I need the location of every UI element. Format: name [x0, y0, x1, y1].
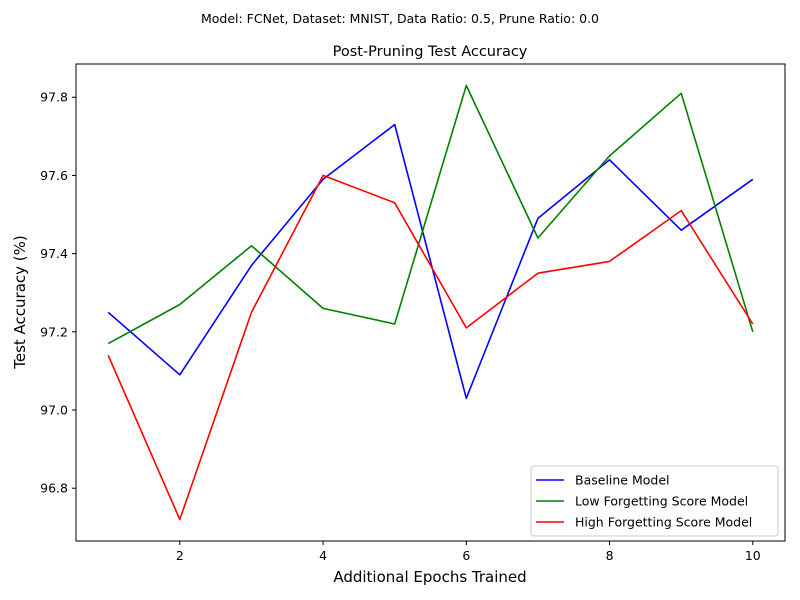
y-tick-label: 97.2: [40, 324, 68, 339]
x-tick-label: 2: [176, 548, 184, 563]
y-tick-label: 97.8: [40, 90, 68, 105]
x-tick-label: 10: [745, 548, 761, 563]
series-line-3: [107, 174, 754, 521]
legend-entry: Baseline Model: [575, 473, 670, 488]
y-tick-label: 97.4: [40, 246, 68, 261]
x-tick-label: 6: [462, 548, 470, 563]
legend: Baseline Model Low Forgetting Score Model…: [530, 465, 779, 537]
y-tick-label: 97.6: [40, 168, 68, 183]
legend-box: [530, 465, 779, 537]
legend-entry: High Forgetting Score Model: [575, 515, 752, 530]
figure-suptitle: Model: FCNet, Dataset: MNIST, Data Ratio…: [201, 11, 599, 26]
series-line-1: [107, 123, 754, 400]
x-tick-label: 4: [319, 548, 327, 563]
plot-area: 2 4 6 8 10 96.8 97.0 97.2 97.4 97.6 97.8: [40, 63, 786, 563]
x-tick-label: 8: [606, 548, 614, 563]
axes-frame: [75, 63, 786, 542]
chart-title: Post-Pruning Test Accuracy: [333, 44, 528, 60]
y-tick-label: 96.8: [40, 481, 68, 496]
y-tick-label: 97.0: [40, 403, 68, 418]
x-axis-label: Additional Epochs Trained: [333, 568, 526, 586]
series-line-2: [107, 84, 754, 345]
legend-entry: Low Forgetting Score Model: [575, 494, 748, 509]
y-axis-label: Test Accuracy (%): [11, 235, 29, 370]
